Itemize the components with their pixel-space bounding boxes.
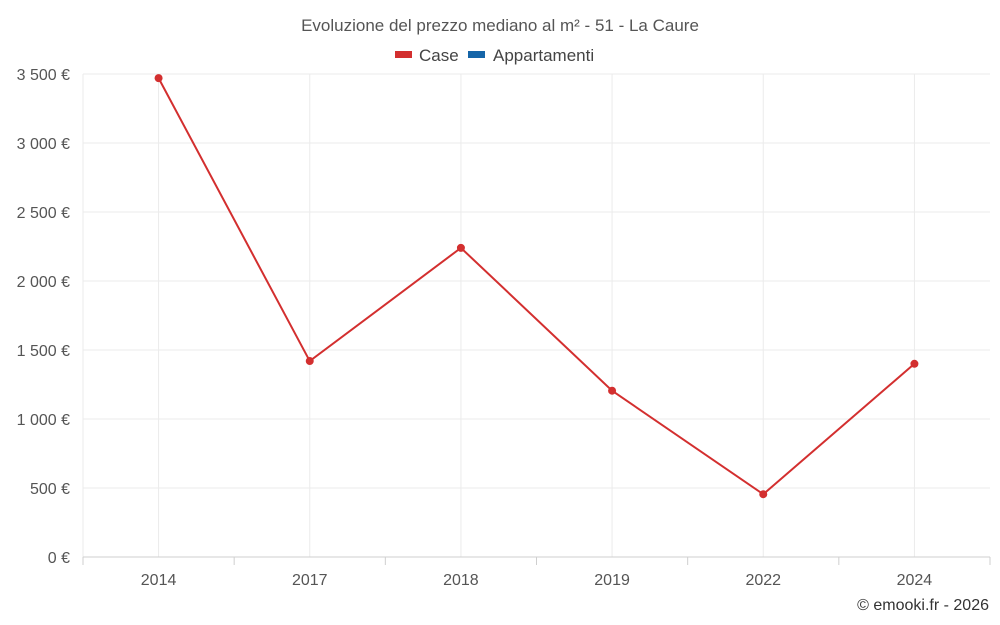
y-tick-label: 1 000 € [17, 412, 70, 429]
x-tick-label: 2019 [594, 572, 630, 589]
x-tick-label: 2017 [292, 572, 328, 589]
credit-text: © emooki.fr - 2026 [857, 597, 989, 614]
x-tick-label: 2014 [141, 572, 177, 589]
legend-item-appartamenti[interactable]: Appartamenti [468, 46, 594, 65]
y-tick-label: 0 € [48, 550, 70, 567]
y-tick-label: 1 500 € [17, 343, 70, 360]
y-tick-label: 3 500 € [17, 67, 70, 84]
axes: 0 € 500 € 1 000 € 1 500 € 2 000 € 2 500 € 3 00… [17, 67, 991, 589]
legend-swatch-appartamenti [468, 51, 485, 58]
data-point[interactable] [305, 357, 314, 366]
grid [82, 73, 990, 557]
legend: Case Appartamenti [395, 46, 594, 65]
chart-title: Evoluzione del prezzo mediano al m² - 51… [301, 16, 699, 35]
y-tick-label: 3 000 € [17, 136, 70, 153]
data-point[interactable] [759, 490, 768, 499]
series-case [154, 74, 919, 499]
legend-swatch-case [395, 51, 412, 58]
data-point[interactable] [608, 386, 617, 395]
series-line [157, 77, 916, 496]
x-tick-label: 2022 [745, 572, 781, 589]
x-tick-label: 2024 [897, 572, 933, 589]
y-tick-label: 500 € [30, 481, 70, 498]
y-tick-label: 2 000 € [17, 274, 70, 291]
legend-item-case[interactable]: Case [395, 46, 459, 65]
legend-label-appartamenti: Appartamenti [493, 46, 594, 65]
y-tick-label: 2 500 € [17, 205, 70, 222]
x-tick-label: 2018 [443, 572, 479, 589]
data-point[interactable] [456, 243, 465, 252]
data-point[interactable] [154, 74, 163, 83]
data-point[interactable] [910, 359, 919, 368]
legend-label-case: Case [419, 46, 459, 65]
